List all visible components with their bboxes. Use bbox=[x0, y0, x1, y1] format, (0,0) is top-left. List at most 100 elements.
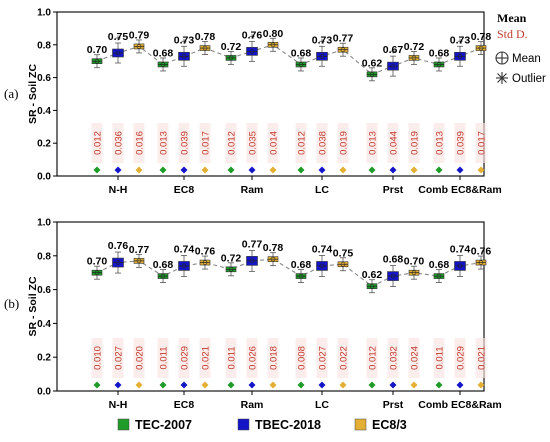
box-ec8-3 bbox=[337, 257, 349, 272]
y-tick-label: 1.0 bbox=[37, 8, 51, 19]
std-dev-background bbox=[91, 338, 103, 378]
mean-value-label: 0.68 bbox=[291, 47, 312, 59]
mean-marker bbox=[390, 63, 396, 69]
right-legend-outlier-label: Outlier bbox=[512, 73, 546, 85]
std-dev-label: 0.035 bbox=[248, 131, 259, 155]
category-label: Prst bbox=[383, 184, 404, 196]
std-dev-marker bbox=[297, 381, 305, 389]
std-dev-group: 0.013 bbox=[157, 123, 170, 163]
std-dev-marker bbox=[135, 166, 143, 174]
std-dev-marker bbox=[114, 166, 122, 174]
std-dev-label: 0.011 bbox=[435, 346, 446, 369]
std-dev-marker bbox=[269, 166, 277, 174]
std-dev-group: 0.021 bbox=[199, 338, 212, 378]
std-dev-label: 0.018 bbox=[269, 346, 280, 370]
std-dev-group: 0.018 bbox=[267, 338, 280, 378]
std-dev-background bbox=[387, 338, 399, 378]
std-dev-marker bbox=[456, 381, 464, 389]
std-dev-background bbox=[225, 123, 237, 163]
outlier-marker bbox=[390, 48, 396, 54]
mean-value-label: 0.68 bbox=[383, 254, 404, 266]
panel-a: (a) SR - Soil ZC 0.0 0.2 0.4 0.6 0.8 1.0 N-H EC8 R… bbox=[4, 8, 502, 197]
std-dev-group: 0.011 bbox=[225, 338, 238, 378]
box-ec8-3 bbox=[337, 42, 349, 57]
panel-label: (b) bbox=[4, 296, 19, 311]
std-dev-background bbox=[133, 338, 145, 378]
std-dev-background bbox=[316, 123, 328, 163]
box-tec-2007 bbox=[225, 262, 237, 277]
std-dev-group: 0.022 bbox=[337, 338, 350, 378]
std-dev-label: 0.017 bbox=[201, 131, 212, 155]
mean-value-label: 0.74 bbox=[312, 243, 333, 255]
mean-value-label: 0.70 bbox=[87, 256, 108, 268]
std-dev-label: 0.021 bbox=[201, 346, 212, 370]
mean-marker bbox=[160, 62, 166, 67]
std-dev-group: 0.012 bbox=[91, 123, 104, 163]
std-dev-label: 0.027 bbox=[318, 346, 329, 370]
mean-value-label: 0.73 bbox=[174, 34, 195, 46]
mean-marker bbox=[298, 273, 304, 279]
legend-swatch bbox=[117, 418, 130, 431]
std-dev-marker bbox=[318, 381, 326, 389]
y-tick-label: 0.2 bbox=[37, 353, 51, 364]
mean-value-label: 0.79 bbox=[129, 29, 150, 41]
std-dev-marker bbox=[248, 381, 256, 389]
right-legend: Mean Std D. Mean Outlier bbox=[495, 11, 546, 85]
std-dev-label: 0.029 bbox=[180, 346, 191, 370]
std-dev-background bbox=[387, 123, 399, 163]
y-tick-label: 0.0 bbox=[37, 387, 51, 398]
box-tec-2007 bbox=[91, 265, 103, 280]
std-dev-group: 0.038 bbox=[316, 123, 329, 163]
legend-label: EC8/3 bbox=[372, 418, 407, 432]
mean-marker bbox=[411, 55, 417, 61]
mean-value-label: 0.78 bbox=[195, 31, 216, 43]
mean-marker bbox=[478, 260, 484, 265]
std-dev-group: 0.029 bbox=[454, 338, 467, 378]
category-label: Ram bbox=[241, 184, 264, 196]
std-dev-label: 0.027 bbox=[114, 346, 125, 370]
std-dev-marker bbox=[456, 166, 464, 174]
legend-label: TBEC-2018 bbox=[255, 418, 321, 432]
category-label: Comb EC8&Ram bbox=[418, 184, 501, 196]
mean-marker bbox=[270, 256, 276, 262]
legend-swatch bbox=[237, 418, 250, 431]
std-dev-marker bbox=[135, 381, 143, 389]
std-dev-label: 0.026 bbox=[248, 346, 259, 370]
std-dev-group: 0.017 bbox=[199, 123, 212, 163]
std-dev-label: 0.012 bbox=[93, 131, 104, 155]
std-dev-marker bbox=[297, 166, 305, 174]
std-dev-marker bbox=[180, 166, 188, 174]
mean-marker bbox=[270, 42, 276, 48]
box-ec8-3 bbox=[267, 37, 279, 52]
box-tbec-2018 bbox=[316, 38, 328, 67]
legend-swatch bbox=[354, 418, 367, 431]
y-tick-label: 0.4 bbox=[37, 319, 51, 330]
mean-value-label: 0.77 bbox=[129, 244, 150, 256]
std-dev-group: 0.012 bbox=[225, 123, 238, 163]
outlier-marker bbox=[115, 35, 121, 41]
std-dev-background bbox=[133, 123, 145, 163]
box-tbec-2018 bbox=[246, 249, 258, 272]
outlier-marker bbox=[457, 38, 463, 44]
std-dev-background bbox=[337, 338, 349, 378]
box-tec-2007 bbox=[366, 67, 378, 82]
std-dev-group: 0.011 bbox=[157, 338, 170, 378]
mean-value-label: 0.68 bbox=[153, 259, 174, 271]
box-tec-2007 bbox=[157, 269, 169, 283]
std-dev-label: 0.019 bbox=[339, 131, 350, 155]
box-ec8-3 bbox=[475, 41, 487, 55]
bottom-legend: TEC-2007 TBEC-2018 EC8/3 bbox=[117, 418, 407, 432]
std-dev-group: 0.016 bbox=[133, 123, 146, 163]
mean-marker bbox=[160, 273, 166, 279]
box-ec8-3 bbox=[408, 51, 420, 65]
std-dev-group: 0.010 bbox=[91, 338, 104, 378]
std-dev-marker bbox=[389, 166, 397, 174]
std-dev-label: 0.021 bbox=[477, 346, 488, 370]
mean-marker bbox=[457, 263, 463, 269]
mean-value-label: 0.76 bbox=[108, 240, 129, 252]
y-tick-label: 1.0 bbox=[37, 218, 51, 229]
category-label: Ram bbox=[241, 399, 264, 411]
outlier-marker bbox=[181, 38, 187, 44]
category-label: LC bbox=[315, 399, 329, 411]
mean-marker bbox=[136, 44, 142, 49]
